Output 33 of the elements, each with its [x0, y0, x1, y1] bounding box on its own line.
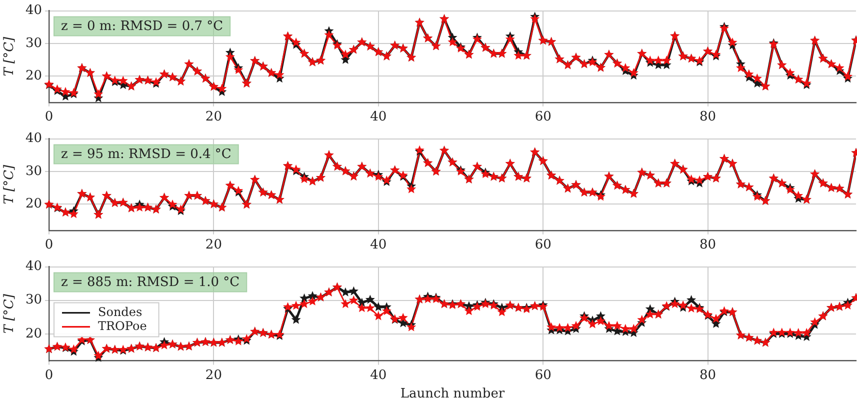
- y-tick-label: 40: [25, 131, 42, 146]
- annotation: z = 0 m: RMSD = 0.7 °C: [61, 19, 224, 34]
- y-tick-label: 20: [25, 68, 42, 84]
- y-axis-title: T [°C]: [2, 293, 18, 334]
- y-tick-label: 40: [25, 3, 42, 18]
- annotation: z = 885 m: RMSD = 1.0 °C: [61, 275, 240, 290]
- y-tick-label: 30: [25, 292, 42, 308]
- x-tick-label: 20: [205, 110, 222, 125]
- legend-label: Sondes: [98, 304, 142, 319]
- x-tick-label: 20: [205, 238, 222, 253]
- x-tick-label: 40: [370, 110, 387, 125]
- x-tick-label: 40: [370, 368, 387, 383]
- x-tick-label: 0: [44, 238, 54, 253]
- annotation: z = 95 m: RMSD = 0.4 °C: [61, 147, 232, 162]
- x-tick-label: 0: [44, 368, 54, 383]
- legend-label: TROPoe: [98, 318, 147, 333]
- y-tick-label: 20: [25, 196, 42, 212]
- y-tick-label: 30: [25, 164, 42, 179]
- x-tick-label: 80: [700, 110, 716, 125]
- y-tick-label: 40: [25, 259, 42, 274]
- x-axis-title: Launch number: [400, 386, 506, 402]
- x-tick-label: 60: [534, 368, 552, 383]
- x-tick-label: 80: [700, 238, 716, 253]
- x-tick-label: 80: [700, 368, 716, 383]
- y-axis-title: T [°C]: [2, 164, 18, 204]
- y-tick-label: 20: [25, 326, 42, 342]
- y-axis-title: T [°C]: [2, 36, 18, 76]
- x-tick-label: 0: [44, 110, 54, 125]
- x-tick-label: 20: [205, 368, 222, 383]
- x-tick-label: 60: [534, 238, 552, 253]
- x-tick-label: 40: [370, 238, 387, 253]
- x-tick-label: 60: [534, 110, 552, 125]
- y-tick-label: 30: [25, 36, 42, 51]
